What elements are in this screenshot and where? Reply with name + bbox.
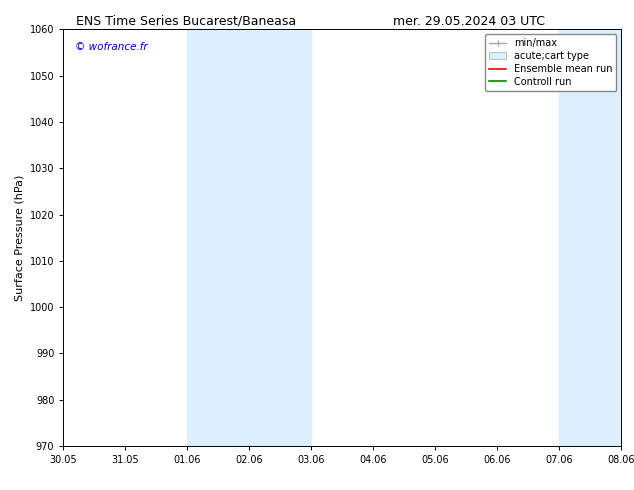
Y-axis label: Surface Pressure (hPa): Surface Pressure (hPa) bbox=[14, 174, 24, 301]
Text: mer. 29.05.2024 03 UTC: mer. 29.05.2024 03 UTC bbox=[393, 15, 545, 28]
Text: © wofrance.fr: © wofrance.fr bbox=[75, 42, 147, 52]
Bar bbox=[188, 29, 311, 446]
Legend: min/max, acute;cart type, Ensemble mean run, Controll run: min/max, acute;cart type, Ensemble mean … bbox=[485, 34, 616, 91]
Text: ENS Time Series Bucarest/Baneasa: ENS Time Series Bucarest/Baneasa bbox=[76, 15, 296, 28]
Bar bbox=[559, 29, 634, 446]
